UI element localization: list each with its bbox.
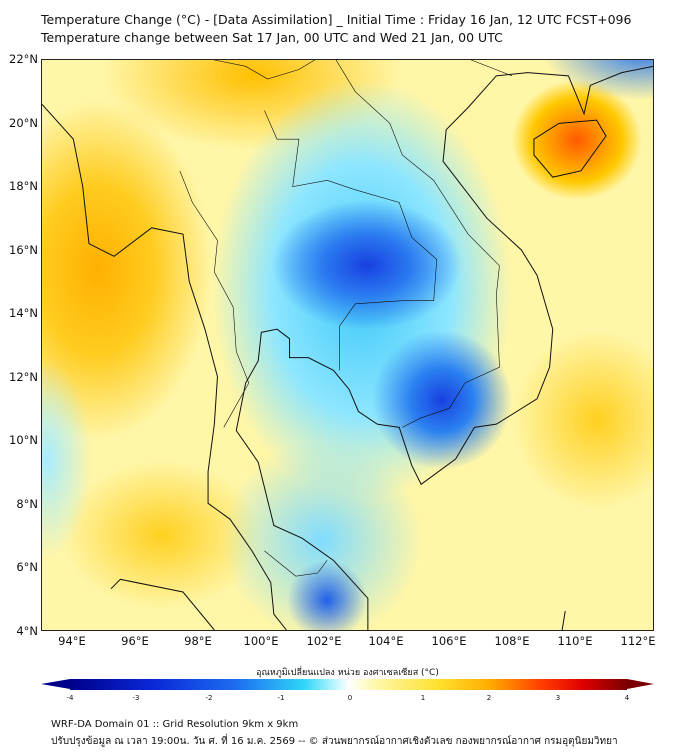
lon-label: 94°E — [58, 634, 86, 648]
colorbar-tick: -3 — [132, 694, 140, 702]
coastlines-and-borders — [42, 60, 653, 630]
laos-vietnam-border — [330, 60, 499, 427]
borneo-coastline — [562, 611, 565, 630]
mainland-coastline — [42, 104, 286, 630]
hainan-coastline — [534, 120, 606, 177]
lon-label: 102°E — [306, 634, 342, 648]
lat-label: 14°N — [9, 306, 38, 320]
lat-label: 20°N — [9, 116, 38, 130]
gulf-coastline — [236, 66, 653, 630]
lon-label: 110°E — [557, 634, 593, 648]
footer-model-info: WRF-DA Domain 01 :: Grid Resolution 9km … — [51, 719, 299, 730]
colorbar-tick: -2 — [205, 694, 213, 702]
colorbar-tick: -1 — [277, 694, 285, 702]
lon-label: 108°E — [494, 634, 530, 648]
colorbar-tick: -4 — [66, 694, 74, 702]
thai-myanmar-border — [180, 171, 249, 428]
lon-label: 106°E — [431, 634, 467, 648]
sumatra-coastline — [111, 579, 214, 630]
lat-label: 18°N — [9, 179, 38, 193]
footer-credit: ปรับปรุงข้อมูล ณ เวลา 19:00น. วัน ศ. ที่… — [51, 736, 618, 747]
chart-title: Temperature Change (°C) - [Data Assimila… — [41, 12, 632, 27]
colorbar-tick: 3 — [555, 694, 561, 702]
lon-label: 112°E — [620, 634, 656, 648]
cold-core-malaysia — [287, 560, 367, 630]
lat-label: 16°N — [9, 243, 38, 257]
lat-label: 12°N — [9, 370, 38, 384]
lat-label: 6°N — [16, 560, 38, 574]
china-border — [214, 60, 512, 79]
lat-label: 8°N — [16, 497, 38, 511]
colorbar-label: อุณหภูมิเปลี่ยนแปลง หน่วย องศาเซลเซียส (… — [256, 668, 439, 678]
chart-subtitle: Temperature change between Sat 17 Jan, 0… — [41, 30, 503, 45]
lon-label: 100°E — [243, 634, 279, 648]
lat-label: 10°N — [9, 433, 38, 447]
colorbar-tick: 0 — [347, 694, 353, 702]
mekong-border — [264, 111, 436, 371]
lon-label: 98°E — [184, 634, 212, 648]
warm-area-east — [512, 330, 653, 510]
lon-label: 104°E — [368, 634, 404, 648]
colorbar-tick: 4 — [624, 694, 630, 702]
colorbar-max-extension — [627, 679, 654, 689]
temperature-change-map — [41, 59, 654, 631]
colorbar-tick: 1 — [420, 694, 426, 702]
colorbar — [70, 679, 627, 690]
colorbar-min-extension — [41, 679, 70, 689]
colorbar-tick: 2 — [486, 694, 492, 702]
lat-label: 22°N — [9, 52, 38, 66]
lon-label: 96°E — [121, 634, 149, 648]
lat-label: 4°N — [16, 624, 38, 638]
thai-malaysia-border — [264, 551, 327, 576]
cold-core-northeast-thailand — [272, 200, 462, 330]
cold-core-cambodia — [372, 330, 512, 470]
